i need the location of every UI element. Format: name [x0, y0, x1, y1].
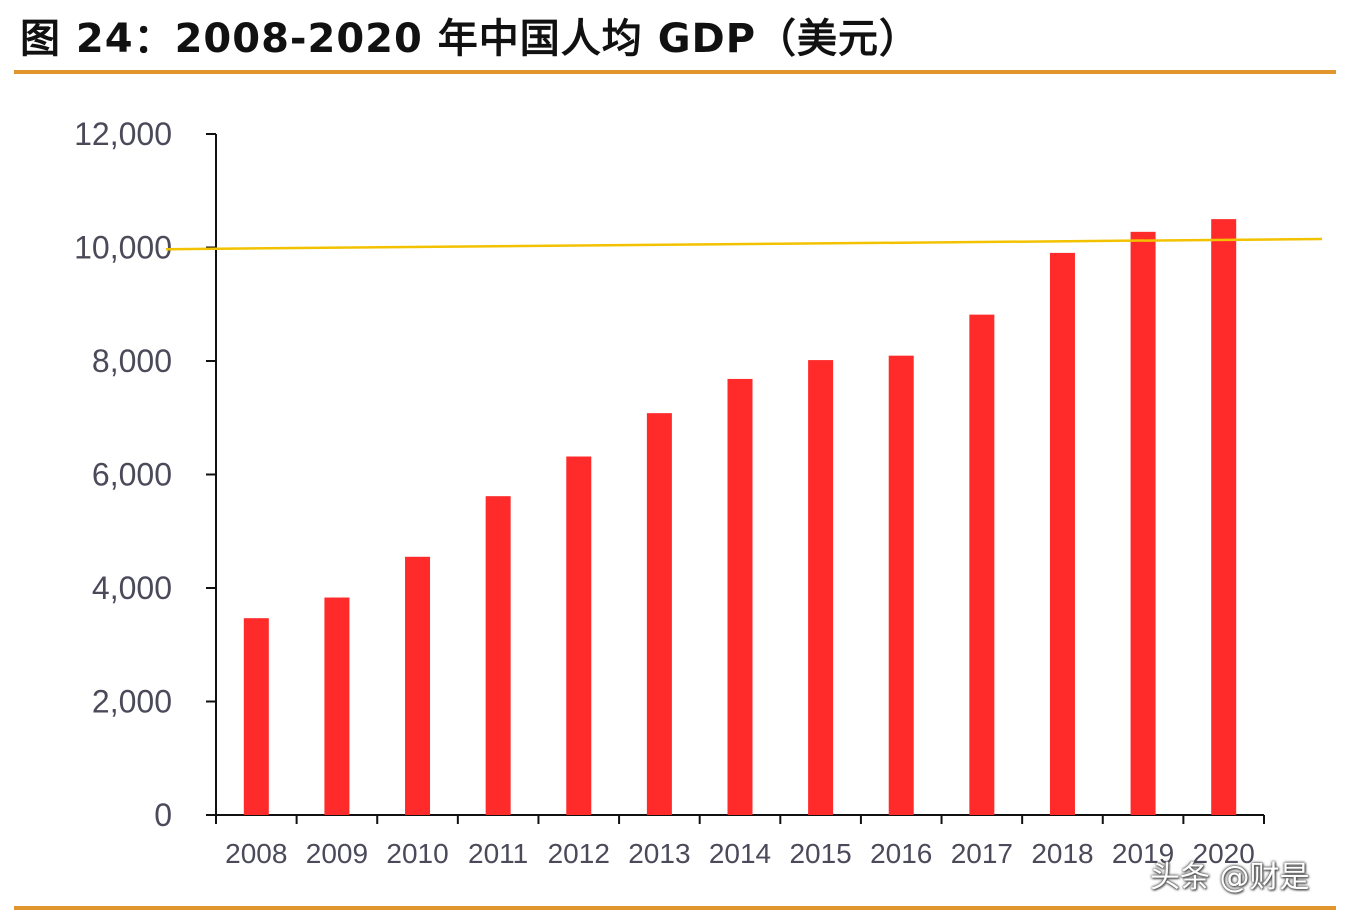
- bar-2010: [405, 556, 431, 815]
- x-tick-label: 2012: [548, 838, 610, 869]
- x-tick-label: 2020: [1193, 838, 1255, 869]
- bar-2015: [808, 360, 834, 815]
- bar-2018: [1049, 252, 1075, 816]
- y-tick-label: 0: [154, 797, 172, 833]
- y-tick-label: 2,000: [92, 684, 172, 720]
- watermark-text: 头条 @财是: [1150, 860, 1310, 895]
- bottom-rule: [14, 906, 1336, 910]
- bar-2020: [1211, 219, 1237, 815]
- y-tick-label: 6,000: [92, 457, 172, 493]
- x-tick-label: 2017: [951, 838, 1013, 869]
- bar-2014: [727, 378, 753, 815]
- x-tick-label: 2014: [709, 838, 771, 869]
- x-tick-label: 2019: [1112, 838, 1174, 869]
- x-tick-label: 2015: [789, 838, 851, 869]
- x-tick-label: 2016: [870, 838, 932, 869]
- x-tick-label: 2010: [386, 838, 448, 869]
- x-tick-label: 2009: [306, 838, 368, 869]
- y-tick-label: 10,000: [74, 230, 172, 266]
- bar-2009: [324, 597, 350, 815]
- x-tick-label: 2011: [468, 838, 528, 869]
- bar-2013: [646, 413, 672, 815]
- top-rule: [14, 70, 1336, 74]
- bar-2012: [566, 456, 592, 815]
- x-tick-label: 2018: [1031, 838, 1093, 869]
- figure-title: 图 24：2008-2020 年中国人均 GDP（美元）: [20, 16, 921, 62]
- y-tick-label: 4,000: [92, 570, 172, 606]
- y-tick-label: 12,000: [74, 116, 172, 152]
- bar-2008: [243, 618, 269, 815]
- y-tick-label: 8,000: [92, 343, 172, 379]
- bar-2019: [1130, 231, 1156, 815]
- bar-2016: [888, 355, 914, 815]
- reference-line: [165, 237, 1323, 251]
- bar-2017: [969, 314, 995, 815]
- x-tick-label: 2013: [628, 838, 690, 869]
- bar-2011: [485, 496, 511, 815]
- x-tick-label: 2008: [225, 838, 287, 869]
